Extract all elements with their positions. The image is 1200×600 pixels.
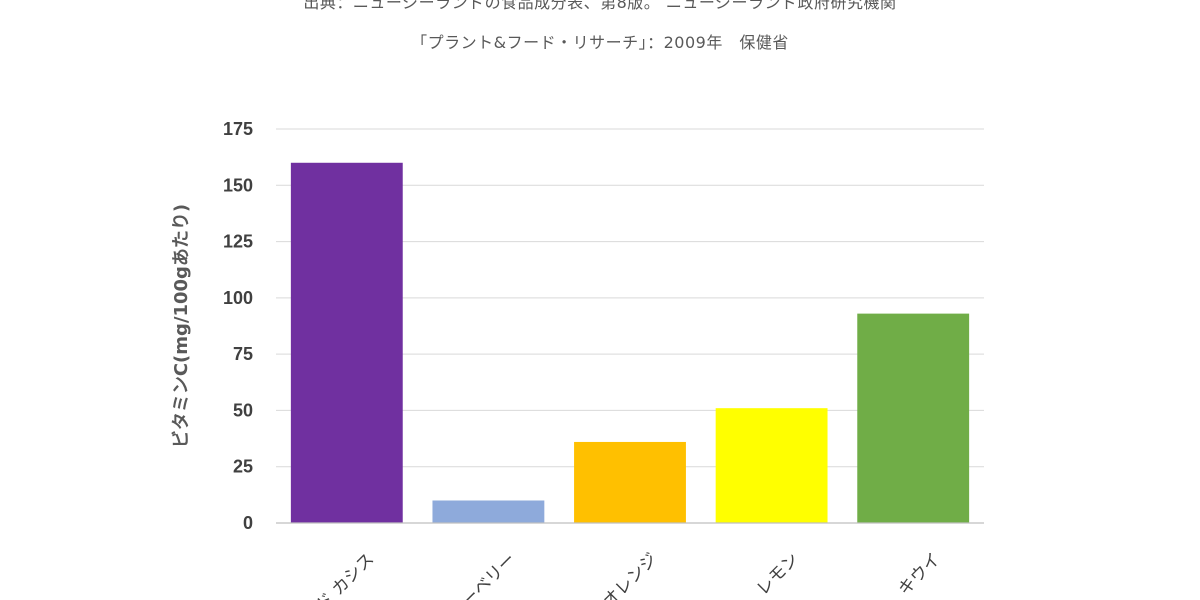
y-axis-ticks: 0 25 50 75 100 125 150 175 [223, 119, 253, 533]
y-tick-label: 25 [233, 457, 253, 477]
bar [290, 162, 403, 523]
y-tick-label: 150 [223, 175, 253, 195]
x-category-label: オレンジ [599, 549, 661, 600]
x-category-label: レモン [753, 549, 803, 599]
y-tick-label: 125 [223, 232, 253, 252]
y-tick-label: 0 [243, 513, 253, 533]
chart-source-line-1: 出典：ニュージーランドの食品成分表、第8版。 ニュージーランド政府研究機関 [303, 0, 897, 12]
y-tick-label: 100 [223, 288, 253, 308]
x-category-label: ド カシス [312, 549, 378, 600]
bar [715, 408, 828, 523]
y-tick-label: 50 [233, 400, 253, 420]
chart-source-line-2: 「プラント&フード・リサーチ」：2009年 保健省 [411, 33, 789, 52]
y-tick-label: 175 [223, 119, 253, 139]
bar [432, 500, 545, 523]
x-axis-categories: ド カシス ーベリー オレンジ レモン キウイ [312, 549, 944, 600]
x-category-label: キウイ [895, 549, 945, 599]
bar [574, 441, 686, 523]
y-tick-label: 75 [233, 344, 253, 364]
y-axis-label: ビタミンC(mg/100gあたり) [171, 204, 192, 448]
bars [290, 162, 970, 523]
x-category-label: ーベリー [458, 549, 520, 600]
bar [857, 313, 970, 523]
